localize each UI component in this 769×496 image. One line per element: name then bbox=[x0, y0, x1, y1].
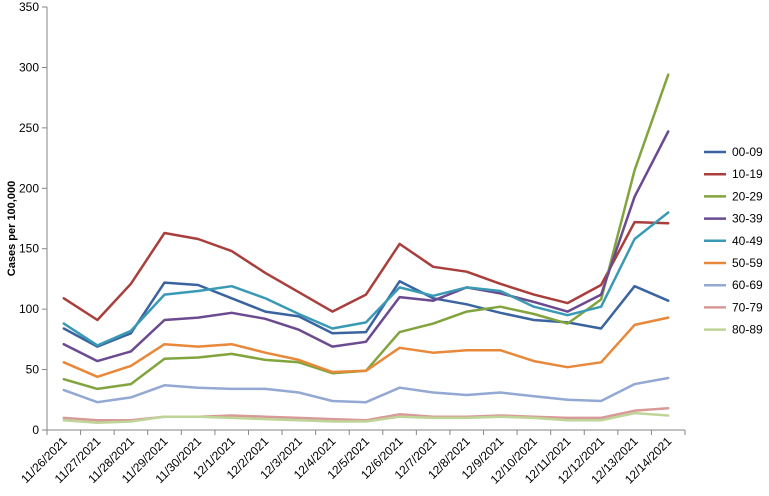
series-line-30-39 bbox=[62, 130, 670, 363]
legend-label-10-19: 10-19 bbox=[732, 167, 763, 181]
legend-label-20-29: 20-29 bbox=[732, 189, 763, 203]
series-line-10-19 bbox=[62, 220, 670, 322]
y-tick-label: 250 bbox=[19, 121, 39, 135]
series-line-00-09 bbox=[62, 280, 670, 348]
legend-label-30-39: 30-39 bbox=[732, 212, 763, 226]
legend-label-40-49: 40-49 bbox=[732, 234, 763, 248]
legend-label-50-59: 50-59 bbox=[732, 256, 763, 270]
legend-label-80-89: 80-89 bbox=[732, 323, 763, 337]
y-tick-label: 100 bbox=[19, 302, 39, 316]
y-tick-label: 0 bbox=[32, 423, 39, 437]
legend-label-70-79: 70-79 bbox=[732, 300, 763, 314]
legend-label-00-09: 00-09 bbox=[732, 145, 763, 159]
y-tick-label: 200 bbox=[19, 181, 39, 195]
axes: 05010015020025030035011/26/202111/27/202… bbox=[6, 0, 686, 487]
y-tick-label: 300 bbox=[19, 60, 39, 74]
y-tick-label: 50 bbox=[26, 363, 40, 377]
series-lines bbox=[62, 73, 670, 424]
series-line-80-89 bbox=[62, 411, 670, 424]
y-axis-title: Cases per 100,000 bbox=[6, 181, 18, 276]
series-line-40-49 bbox=[62, 211, 670, 347]
legend-label-60-69: 60-69 bbox=[732, 278, 763, 292]
y-tick-label: 150 bbox=[19, 242, 39, 256]
series-line-50-59 bbox=[62, 316, 670, 379]
y-tick-label: 350 bbox=[19, 0, 39, 14]
legend: 00-09 10-19 20-29 30-39 40-49 50-59 60-69 70-79… bbox=[704, 145, 763, 337]
series-line-60-69 bbox=[62, 376, 670, 404]
